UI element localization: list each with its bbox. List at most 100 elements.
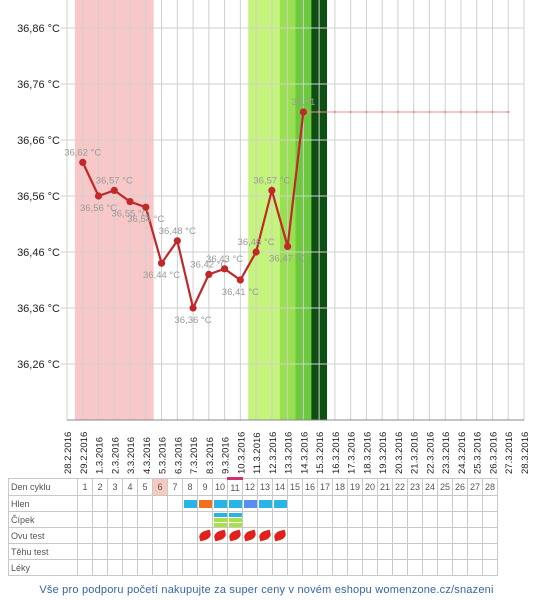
ovulation-test-marker[interactable] <box>227 527 243 544</box>
table-cell[interactable] <box>182 511 198 528</box>
table-cell[interactable] <box>197 559 213 576</box>
table-cell[interactable] <box>92 495 108 512</box>
mucus-marker[interactable] <box>227 495 243 512</box>
table-cell[interactable] <box>122 559 138 576</box>
table-cell[interactable] <box>287 543 303 560</box>
table-cell[interactable] <box>437 495 453 512</box>
table-cell[interactable] <box>92 543 108 560</box>
mucus-marker[interactable] <box>272 495 288 512</box>
table-cell[interactable] <box>317 511 333 528</box>
table-cell[interactable] <box>407 543 423 560</box>
table-cell[interactable] <box>482 511 498 528</box>
table-cell[interactable] <box>152 543 168 560</box>
table-cell[interactable] <box>107 543 123 560</box>
table-cell[interactable] <box>152 495 168 512</box>
table-cell[interactable] <box>167 495 183 512</box>
table-cell[interactable] <box>122 511 138 528</box>
table-cell[interactable] <box>422 543 438 560</box>
table-cell[interactable] <box>482 495 498 512</box>
ovulation-test-marker[interactable] <box>212 527 228 544</box>
table-cell[interactable] <box>197 511 213 528</box>
table-cell[interactable] <box>332 543 348 560</box>
table-cell[interactable] <box>377 495 393 512</box>
table-cell[interactable] <box>362 543 378 560</box>
cervix-marker[interactable] <box>212 511 228 528</box>
table-cell[interactable] <box>377 527 393 544</box>
table-cell[interactable] <box>362 511 378 528</box>
table-cell[interactable] <box>407 511 423 528</box>
table-cell[interactable] <box>482 543 498 560</box>
ovulation-test-marker[interactable] <box>197 527 213 544</box>
table-cell[interactable] <box>317 559 333 576</box>
table-cell[interactable] <box>377 511 393 528</box>
table-cell[interactable] <box>452 543 468 560</box>
table-cell[interactable] <box>242 559 258 576</box>
table-cell[interactable] <box>272 559 288 576</box>
table-cell[interactable] <box>467 543 483 560</box>
table-cell[interactable] <box>287 559 303 576</box>
table-cell[interactable] <box>92 559 108 576</box>
mucus-marker[interactable] <box>257 495 273 512</box>
table-cell[interactable] <box>107 495 123 512</box>
table-cell[interactable] <box>107 511 123 528</box>
table-cell[interactable] <box>167 527 183 544</box>
table-cell[interactable] <box>122 543 138 560</box>
table-cell[interactable] <box>392 527 408 544</box>
table-cell[interactable] <box>167 511 183 528</box>
table-cell[interactable] <box>197 543 213 560</box>
table-cell[interactable] <box>422 511 438 528</box>
table-cell[interactable] <box>437 559 453 576</box>
table-cell[interactable] <box>122 495 138 512</box>
ovulation-test-marker[interactable] <box>257 527 273 544</box>
table-cell[interactable] <box>182 559 198 576</box>
table-cell[interactable] <box>92 527 108 544</box>
table-cell[interactable] <box>227 543 243 560</box>
table-cell[interactable] <box>257 543 273 560</box>
table-cell[interactable] <box>362 527 378 544</box>
table-cell[interactable] <box>137 559 153 576</box>
cervix-marker[interactable] <box>227 511 243 528</box>
table-cell[interactable] <box>227 559 243 576</box>
table-cell[interactable] <box>422 559 438 576</box>
table-cell[interactable] <box>392 543 408 560</box>
table-cell[interactable] <box>77 559 93 576</box>
table-cell[interactable] <box>212 543 228 560</box>
table-cell[interactable] <box>437 511 453 528</box>
table-cell[interactable] <box>107 559 123 576</box>
table-cell[interactable] <box>467 495 483 512</box>
table-cell[interactable] <box>347 495 363 512</box>
table-cell[interactable] <box>467 527 483 544</box>
mucus-marker[interactable] <box>197 495 213 512</box>
table-cell[interactable] <box>77 543 93 560</box>
table-cell[interactable] <box>302 543 318 560</box>
table-cell[interactable] <box>152 559 168 576</box>
table-cell[interactable] <box>332 511 348 528</box>
table-cell[interactable] <box>392 495 408 512</box>
table-cell[interactable] <box>272 511 288 528</box>
table-cell[interactable] <box>317 543 333 560</box>
table-cell[interactable] <box>302 527 318 544</box>
table-cell[interactable] <box>332 495 348 512</box>
table-cell[interactable] <box>437 527 453 544</box>
table-cell[interactable] <box>137 527 153 544</box>
mucus-marker[interactable] <box>182 495 198 512</box>
table-cell[interactable] <box>242 543 258 560</box>
table-cell[interactable] <box>377 543 393 560</box>
table-cell[interactable] <box>452 559 468 576</box>
table-cell[interactable] <box>77 527 93 544</box>
table-cell[interactable] <box>482 559 498 576</box>
ovulation-test-marker[interactable] <box>242 527 258 544</box>
table-cell[interactable] <box>347 543 363 560</box>
table-cell[interactable] <box>362 495 378 512</box>
table-cell[interactable] <box>257 511 273 528</box>
table-cell[interactable] <box>422 495 438 512</box>
table-cell[interactable] <box>422 527 438 544</box>
table-cell[interactable] <box>317 527 333 544</box>
table-cell[interactable] <box>407 527 423 544</box>
table-cell[interactable] <box>77 511 93 528</box>
table-cell[interactable] <box>347 559 363 576</box>
table-cell[interactable] <box>92 511 108 528</box>
ovulation-test-marker[interactable] <box>272 527 288 544</box>
table-cell[interactable] <box>302 511 318 528</box>
table-cell[interactable] <box>287 511 303 528</box>
